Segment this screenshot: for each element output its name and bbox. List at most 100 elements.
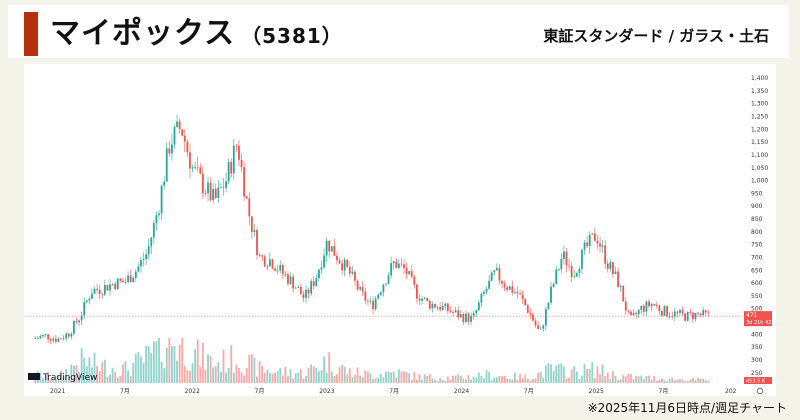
candle-body: [356, 280, 359, 290]
volume-bar: [565, 378, 568, 383]
volume-bar: [181, 338, 184, 383]
candle: [60, 337, 62, 340]
candle-body: [65, 333, 68, 339]
candle-body: [544, 309, 547, 326]
candle: [539, 326, 542, 330]
candle-body: [413, 276, 416, 285]
volume-bar: [506, 378, 509, 383]
candle-body: [250, 216, 253, 232]
candle-body: [328, 240, 331, 252]
volume-bar: [539, 371, 542, 383]
volume-bar: [405, 372, 408, 383]
candle: [385, 282, 387, 286]
volume-bar: [271, 373, 274, 383]
volume-bar: [248, 355, 251, 383]
candle-body: [245, 196, 248, 199]
chart-panel[interactable]: 1,400 1,350 1,300 1,250 1,200 1,150 1,100 1,050…: [24, 64, 776, 396]
candle: [171, 133, 173, 161]
candle-body: [47, 334, 50, 340]
volume-bar: [39, 372, 42, 383]
candle-body: [132, 277, 135, 283]
candle: [276, 265, 279, 274]
volume-bar: [400, 371, 403, 383]
y-tick-label: 950: [751, 190, 763, 197]
volume-bar: [436, 381, 439, 383]
volume-bar: [599, 374, 601, 383]
candle-body: [263, 256, 266, 267]
candle: [261, 254, 264, 262]
volume-bar: [73, 365, 75, 383]
gear-icon-ring[interactable]: [756, 387, 764, 395]
candle: [578, 266, 581, 278]
candle-body: [106, 284, 109, 291]
candle: [361, 281, 364, 296]
candle: [570, 262, 573, 283]
candle: [93, 286, 96, 295]
candle: [395, 258, 398, 269]
volume-bar: [173, 346, 176, 383]
candle: [163, 176, 166, 190]
volume-bar: [490, 380, 493, 383]
candle: [88, 296, 91, 305]
volume-badge-text: 453.5 K: [746, 379, 766, 385]
price-chart[interactable]: 1,400 1,350 1,300 1,250 1,200 1,150 1,100 1,050…: [24, 64, 776, 396]
volume-bar: [116, 377, 119, 383]
volume-bar: [529, 380, 532, 383]
volume-bar: [318, 371, 320, 383]
candle-body: [258, 255, 261, 256]
candle-body: [666, 306, 668, 317]
candle-body: [220, 187, 222, 189]
candle: [258, 252, 261, 258]
volume-bar: [163, 368, 166, 383]
volume-bar: [47, 372, 50, 383]
candle: [323, 248, 325, 270]
gear-icon[interactable]: [756, 387, 764, 395]
candle-body: [550, 286, 552, 303]
candle-body: [452, 312, 454, 313]
candle: [173, 124, 176, 149]
y-tick-label: 900: [751, 203, 763, 210]
candle: [178, 118, 181, 135]
candle: [114, 281, 117, 291]
candle-body: [475, 310, 478, 314]
candle: [495, 263, 498, 271]
candle: [596, 234, 599, 250]
volume-bar: [668, 378, 671, 383]
candle-body: [96, 288, 99, 291]
candle-body: [78, 320, 80, 323]
candle: [191, 164, 194, 173]
candle: [666, 305, 668, 318]
candle-body: [248, 198, 251, 217]
volume-bar: [454, 375, 457, 383]
candle-body: [70, 333, 73, 337]
volume-bar: [168, 338, 171, 383]
candle-body: [176, 121, 178, 127]
candle: [343, 257, 346, 277]
candle-body: [217, 187, 220, 199]
volume-bar: [127, 370, 129, 383]
candle-body: [516, 291, 519, 294]
candle: [630, 309, 632, 316]
volume-bar: [604, 376, 607, 383]
volume-bar: [550, 364, 552, 383]
volume-bar: [617, 380, 619, 383]
candle-body: [462, 314, 465, 322]
candle: [240, 152, 243, 173]
candle-body: [116, 278, 119, 289]
candle-body: [570, 266, 573, 277]
candle: [341, 259, 344, 276]
candle: [253, 223, 256, 237]
volume-bar: [681, 379, 684, 383]
candle: [679, 308, 681, 317]
volume-bar: [431, 378, 434, 383]
candle-body: [542, 325, 545, 329]
volume-bar: [106, 377, 109, 383]
candle-body: [199, 167, 202, 174]
x-tick-label: 7月: [255, 388, 265, 395]
candle: [560, 253, 563, 274]
candle-body: [338, 260, 341, 264]
volume-bar: [320, 370, 323, 383]
candle: [248, 192, 251, 225]
volume-bar: [524, 374, 527, 383]
candle: [663, 304, 666, 317]
